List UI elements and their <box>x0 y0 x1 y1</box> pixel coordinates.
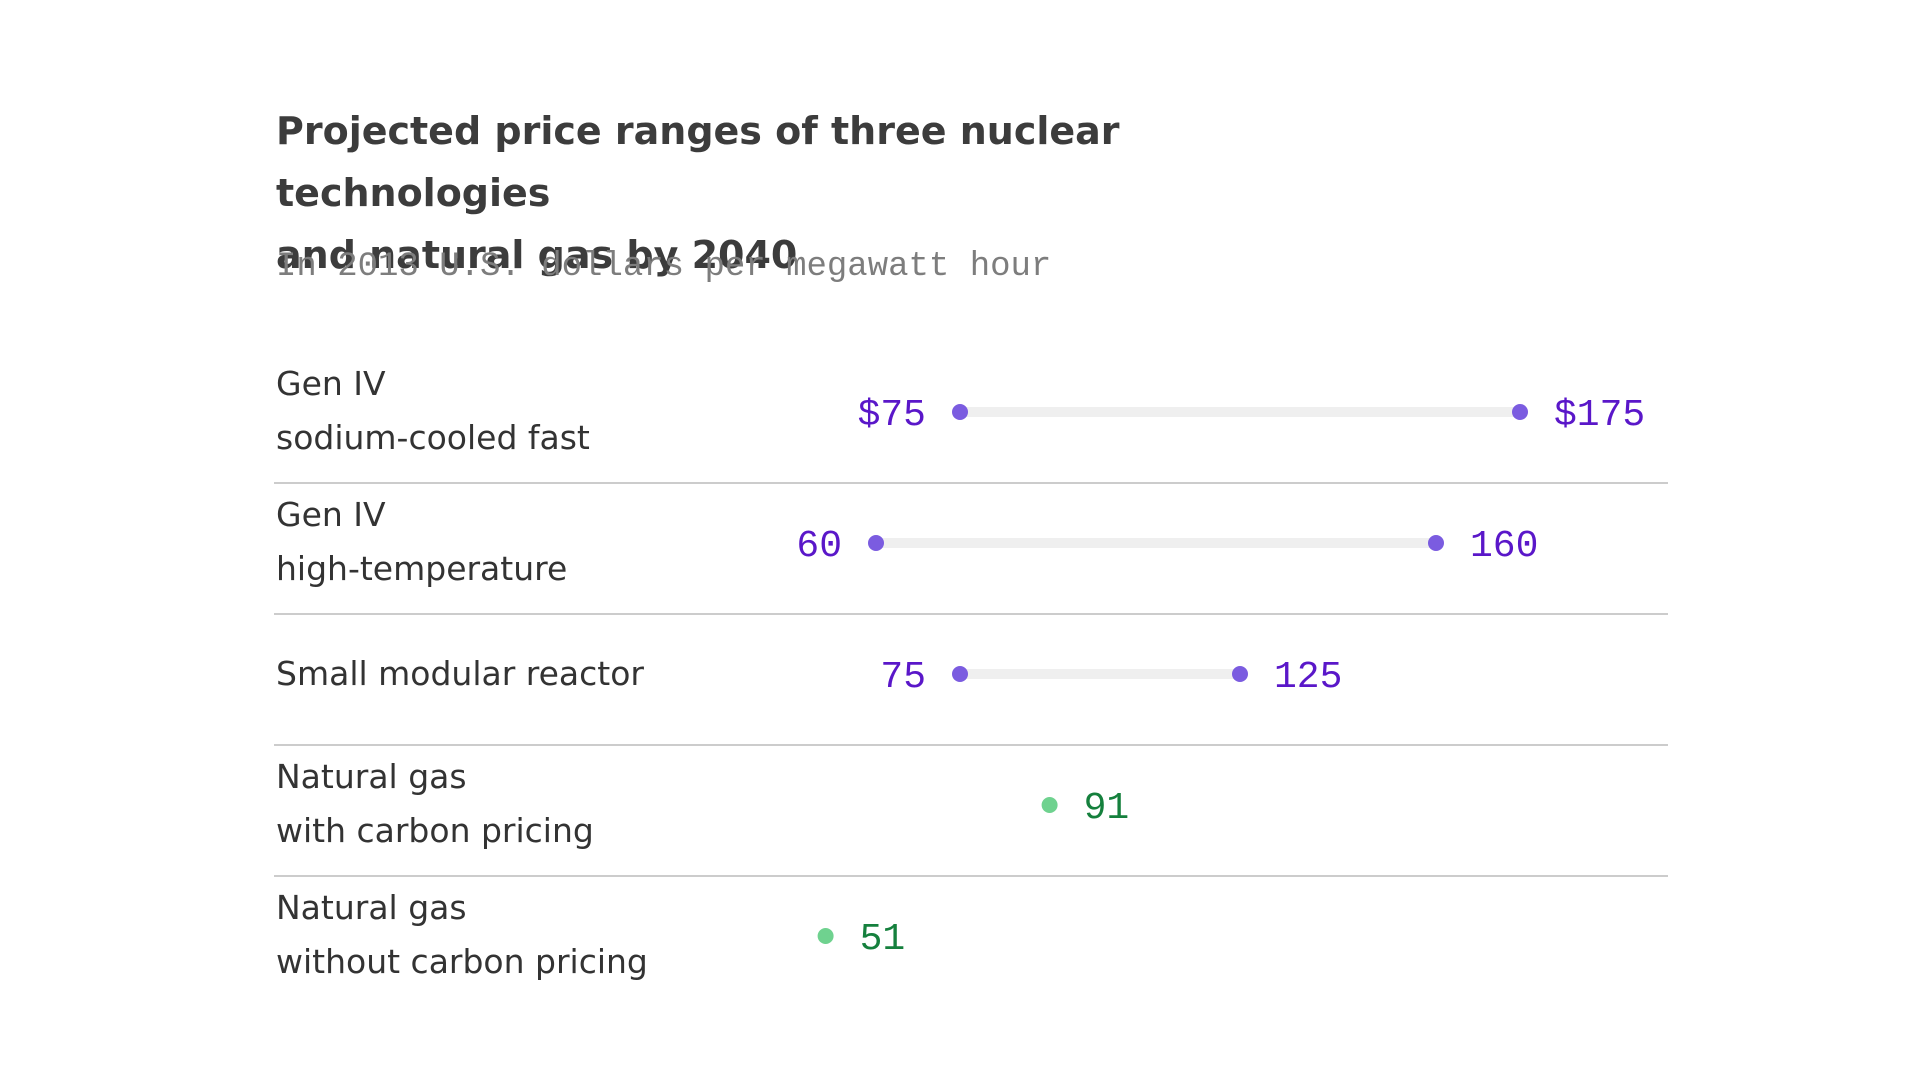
high-dot <box>1512 404 1528 420</box>
low-dot <box>868 535 884 551</box>
low-value-label: 75 <box>880 656 926 699</box>
row-label-line: Gen IV <box>276 364 386 403</box>
row-label-line: with carbon pricing <box>276 811 594 850</box>
high-dot <box>1428 535 1444 551</box>
high-dot <box>1232 666 1248 682</box>
chart-title: Projected price ranges of three nuclear … <box>276 100 1376 286</box>
high-value-label: 160 <box>1470 525 1538 568</box>
row-label-line: without carbon pricing <box>276 942 648 981</box>
value-label: 91 <box>1084 787 1130 830</box>
chart-subtitle: In 2013 U.S. dollars per megawatt hour <box>276 248 1052 286</box>
row-label: Small modular reactor <box>276 654 644 693</box>
low-value-label: $75 <box>858 394 926 437</box>
low-dot <box>952 666 968 682</box>
row-label-line: sodium-cooled fast <box>276 418 590 457</box>
row-label-line: Gen IV <box>276 495 386 534</box>
high-value-label: $175 <box>1554 394 1645 437</box>
high-value-label: 125 <box>1274 656 1342 699</box>
chart-title-line-1: Projected price ranges of three nuclear … <box>276 109 1120 215</box>
low-dot <box>952 404 968 420</box>
row-label-line: high-temperature <box>276 549 567 588</box>
row-label-line: Natural gas <box>276 757 467 796</box>
value-dot <box>817 928 834 944</box>
low-value-label: 60 <box>796 525 842 568</box>
value-dot <box>1041 797 1058 813</box>
row-label-line: Natural gas <box>276 888 467 927</box>
value-label: 51 <box>860 918 906 961</box>
chart-title-line-2: and natural gas by 2040 <box>276 233 798 277</box>
